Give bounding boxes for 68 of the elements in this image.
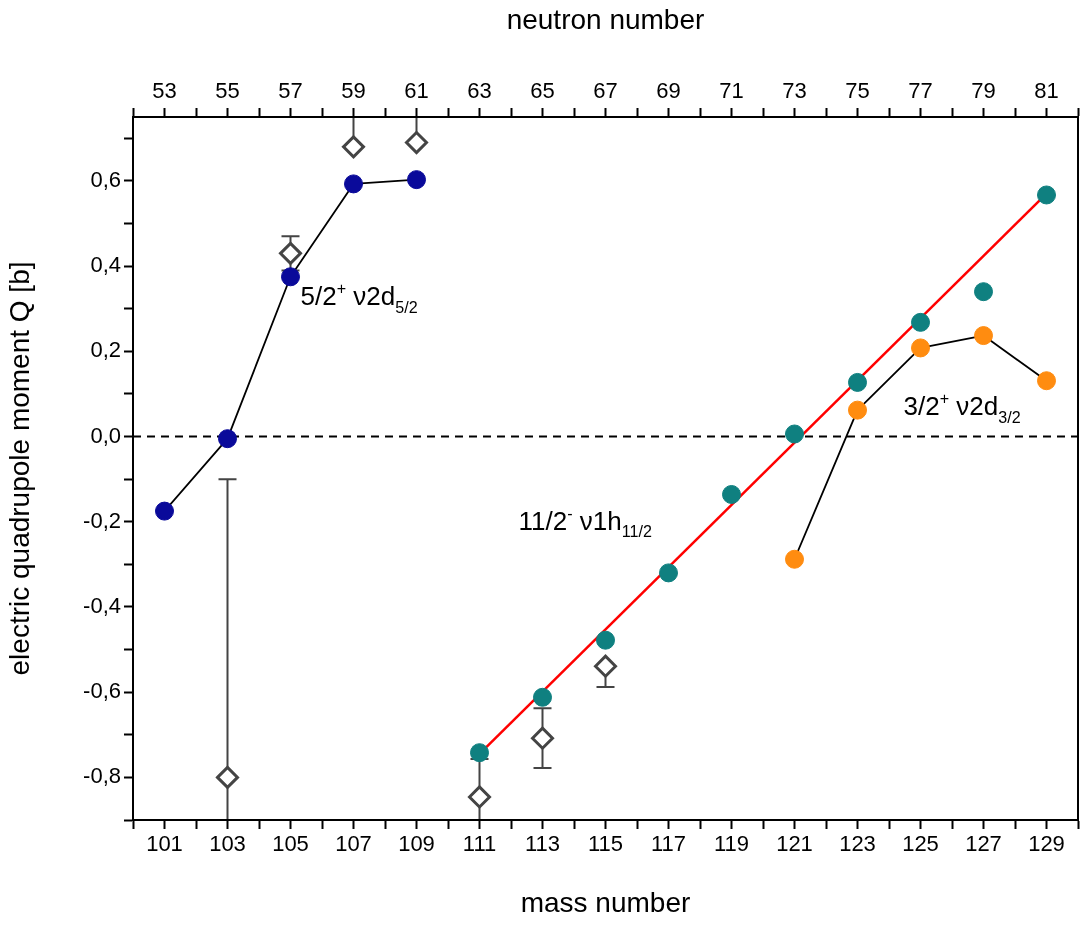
x-tick-label: 105 <box>272 831 309 857</box>
point <box>279 241 302 265</box>
x-tick-label: 123 <box>839 831 876 857</box>
x2-tick-label: 71 <box>719 77 744 103</box>
x-tick-label: 129 <box>1028 831 1065 857</box>
x-tick-label: 115 <box>587 831 624 857</box>
point <box>468 785 491 809</box>
x-axis-title: mass number <box>520 886 691 918</box>
point <box>911 338 930 358</box>
x-tick-label: 107 <box>335 831 372 857</box>
x-tick-label: 113 <box>524 831 561 857</box>
point <box>848 372 867 392</box>
x-tick-label: 125 <box>902 831 939 857</box>
point <box>974 282 993 302</box>
point <box>785 549 804 569</box>
x-tick-label: 121 <box>776 831 813 857</box>
x2-tick-label: 73 <box>782 77 807 103</box>
y-axis-title: electric quadrupole moment Q [b] <box>3 261 35 676</box>
point <box>218 429 237 449</box>
y-tick-label: 0,2 <box>90 337 121 363</box>
x2-tick-label: 79 <box>971 77 996 103</box>
x2-tick-label: 65 <box>530 77 555 103</box>
point <box>344 174 363 194</box>
x-tick-label: 103 <box>209 831 246 857</box>
point <box>407 170 426 190</box>
point <box>342 135 365 159</box>
point <box>848 400 867 420</box>
point <box>596 630 615 650</box>
point <box>533 687 552 707</box>
point <box>216 765 239 789</box>
x2-axis-title: neutron number <box>506 3 705 35</box>
y-tick-label: -0,2 <box>83 507 121 533</box>
x2-tick-label: 61 <box>404 77 429 103</box>
point <box>1037 371 1056 391</box>
x2-tick-label: 75 <box>845 77 870 103</box>
point <box>594 654 617 678</box>
x2-tick-label: 57 <box>278 77 303 103</box>
point <box>531 726 554 750</box>
point <box>785 424 804 444</box>
x2-tick-label: 69 <box>656 77 681 103</box>
point <box>155 501 174 521</box>
point <box>722 484 741 504</box>
x2-tick-label: 77 <box>908 77 933 103</box>
y-tick-label: 0,0 <box>90 422 121 448</box>
point <box>659 563 678 583</box>
x-tick-label: 109 <box>398 831 435 857</box>
point <box>470 743 489 763</box>
y-tick-label: 0,6 <box>90 166 121 192</box>
point <box>911 312 930 332</box>
point <box>974 326 993 346</box>
x2-tick-label: 63 <box>467 77 492 103</box>
point <box>1037 185 1056 205</box>
y-tick-label: 0,4 <box>90 252 121 278</box>
x2-tick-label: 67 <box>593 77 618 103</box>
x-tick-label: 101 <box>146 831 183 857</box>
y-tick-label: -0,4 <box>83 593 121 619</box>
x-tick-label: 127 <box>965 831 1002 857</box>
point <box>281 267 300 287</box>
y-tick-label: -0,6 <box>83 678 121 704</box>
x-tick-label: 117 <box>650 831 687 857</box>
x2-tick-label: 59 <box>341 77 366 103</box>
point <box>405 131 428 155</box>
x-tick-label: 111 <box>462 831 497 857</box>
x2-tick-label: 81 <box>1034 77 1059 103</box>
x2-tick-label: 53 <box>152 77 177 103</box>
x-tick-label: 119 <box>713 831 750 857</box>
y-tick-label: -0,8 <box>83 763 121 789</box>
x2-tick-label: 55 <box>215 77 240 103</box>
